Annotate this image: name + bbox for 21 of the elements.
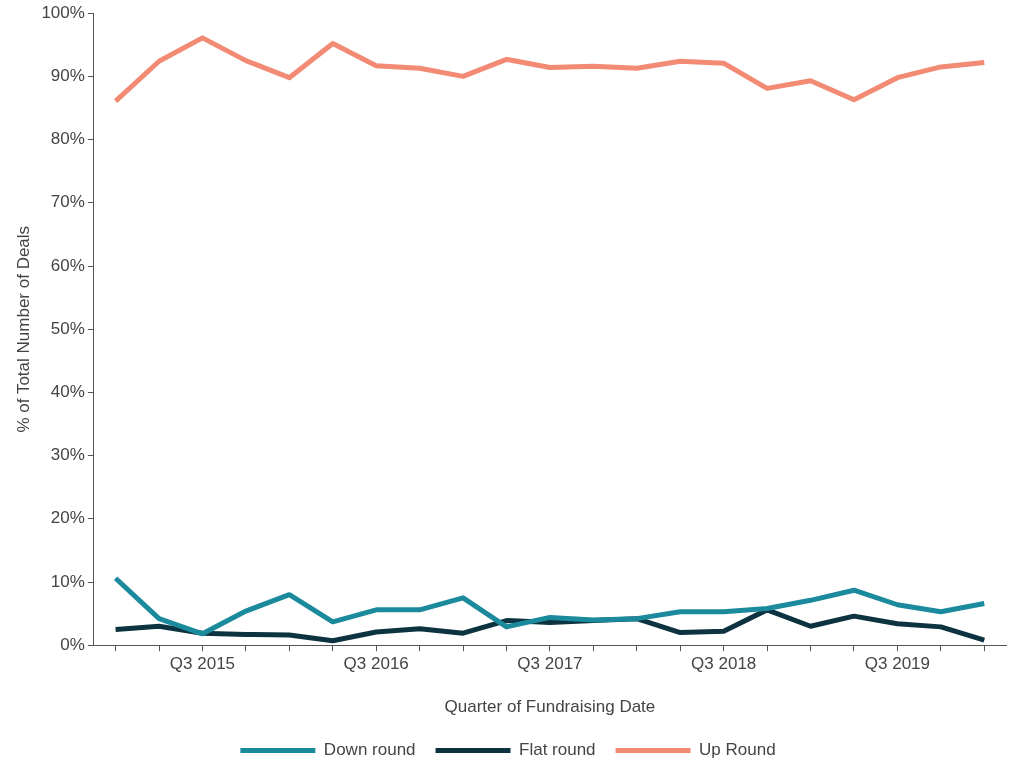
- y-tick-label: 20%: [50, 508, 85, 528]
- y-axis-title: % of Total Number of Deals: [13, 225, 33, 433]
- y-tick-label: 60%: [50, 255, 85, 275]
- y-tick-label: 70%: [50, 192, 85, 212]
- x-tick-label: Q3 2017: [517, 654, 583, 674]
- y-tick-label: 100%: [41, 2, 85, 22]
- legend-label: Up Round: [699, 740, 776, 760]
- y-tick-label: 50%: [50, 318, 85, 338]
- y-tick-label: 40%: [50, 382, 85, 402]
- y-tick-label: 30%: [50, 445, 85, 465]
- y-tick-label: 80%: [50, 129, 85, 149]
- legend-label: Down round: [323, 740, 416, 760]
- x-tick-label: Q3 2015: [169, 654, 236, 674]
- legend-label: Flat round: [519, 740, 596, 760]
- x-tick-label: Q3 2019: [864, 654, 931, 674]
- x-tick-label: Q3 2018: [691, 654, 757, 674]
- y-tick-label: 0%: [60, 634, 85, 654]
- y-tick-label: 10%: [50, 571, 85, 591]
- x-tick-label: Q3 2016: [343, 654, 409, 674]
- x-axis-title: Quarter of Fundraising Date: [444, 697, 656, 717]
- y-tick-label: 90%: [50, 66, 85, 86]
